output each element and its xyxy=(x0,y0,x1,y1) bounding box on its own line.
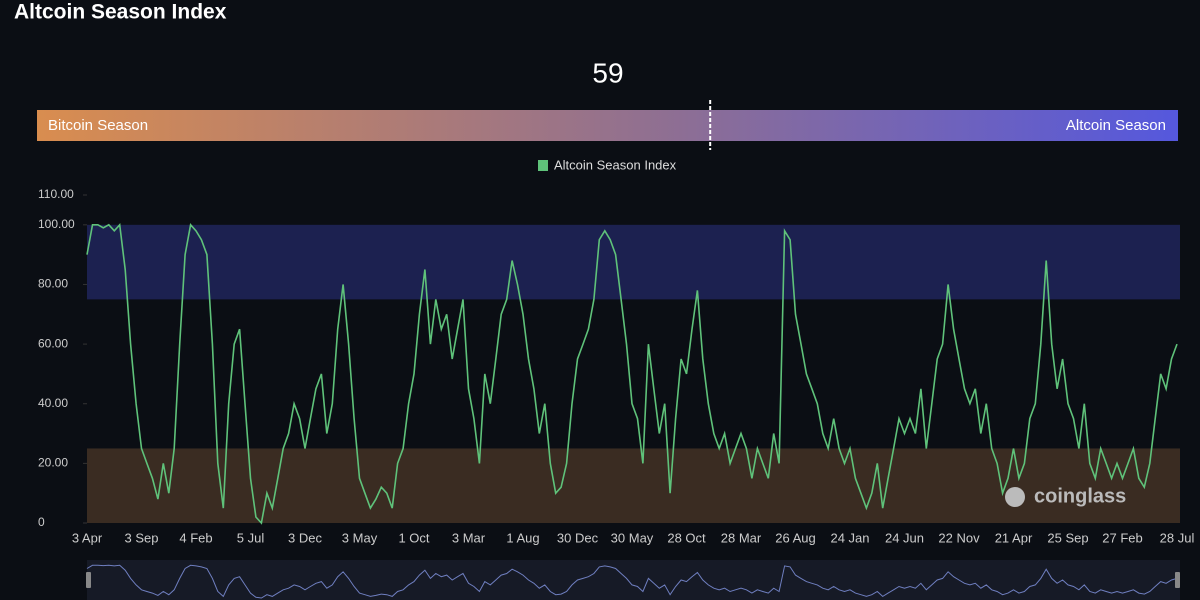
y-tick-label: 80.00 xyxy=(38,277,68,291)
y-tick-label: 40.00 xyxy=(38,396,68,410)
navigator xyxy=(87,560,1180,600)
x-tick-label: 27 Feb xyxy=(1102,530,1142,545)
gauge-right-label: Altcoin Season xyxy=(1066,117,1166,134)
watermark: coinglass xyxy=(1034,485,1126,507)
x-tick-label: 30 May xyxy=(611,530,654,545)
band xyxy=(87,448,1180,523)
x-tick-label: 4 Feb xyxy=(179,530,212,545)
gauge-bar xyxy=(37,110,1178,141)
x-tick-label: 3 Apr xyxy=(72,530,103,545)
watermark-logo xyxy=(1005,487,1025,507)
x-tick-label: 1 Aug xyxy=(506,530,539,545)
series-line xyxy=(86,222,1178,525)
y-tick-label: 0 xyxy=(38,515,45,529)
navigator-line xyxy=(86,564,1178,599)
x-tick-label: 1 Oct xyxy=(398,530,429,545)
x-tick-label: 24 Jan xyxy=(830,530,869,545)
gauge-left-label: Bitcoin Season xyxy=(48,117,148,134)
x-tick-label: 3 May xyxy=(342,530,378,545)
x-tick-label: 30 Dec xyxy=(557,530,599,545)
x-tick-label: 26 Aug xyxy=(775,530,816,545)
y-tick-label: 110.00 xyxy=(38,187,74,201)
x-tick-label: 25 Sep xyxy=(1047,530,1088,545)
navigator-handle xyxy=(86,572,91,588)
x-tick-label: 28 Oct xyxy=(667,530,706,545)
x-tick-label: 5 Jul xyxy=(237,530,265,545)
y-tick-label: 20.00 xyxy=(38,456,68,470)
x-tick-label: 24 Jun xyxy=(885,530,924,545)
y-tick-label: 100.00 xyxy=(38,217,75,231)
x-tick-label: 28 Mar xyxy=(721,530,762,545)
navigator-handle xyxy=(1175,572,1180,588)
y-tick-label: 60.00 xyxy=(38,336,68,350)
x-tick-label: 3 Sep xyxy=(125,530,159,545)
gauge-value: 59 xyxy=(592,57,623,88)
x-tick-label: 28 Jul xyxy=(1160,530,1195,545)
x-tick-label: 3 Mar xyxy=(452,530,486,545)
x-tick-label: 22 Nov xyxy=(938,530,980,545)
legend-label[interactable]: Altcoin Season Index xyxy=(554,157,677,172)
legend-swatch[interactable] xyxy=(538,160,548,171)
page-title: Altcoin Season Index xyxy=(14,1,227,24)
band xyxy=(87,224,1180,300)
x-tick-label: 3 Dec xyxy=(288,530,322,545)
x-tick-label: 21 Apr xyxy=(995,530,1033,545)
